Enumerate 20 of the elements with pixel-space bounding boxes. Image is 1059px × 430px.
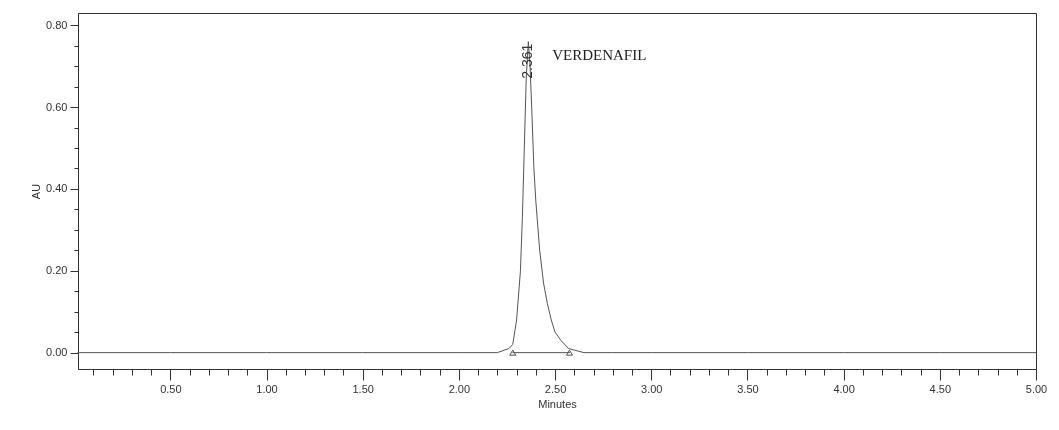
x-tick-label: 1.00 <box>256 382 278 395</box>
y-tick-label: 0.00 <box>46 346 68 359</box>
x-tick-label: 4.50 <box>929 382 952 395</box>
y-tick-label: 0.80 <box>46 18 68 31</box>
y-tick-label: 0.40 <box>46 182 68 195</box>
x-tick-label: 2.50 <box>544 382 567 395</box>
x-tick-label: 3.00 <box>641 382 663 395</box>
x-tick-label: 3.50 <box>737 382 759 395</box>
y-axis-title: AU <box>30 183 43 200</box>
x-tick-label: 4.00 <box>833 382 855 395</box>
y-tick-label: 0.60 <box>46 100 68 113</box>
annotation: VERDENAFIL <box>552 47 647 64</box>
line-series <box>77 41 1037 354</box>
x-tick-label: 0.50 <box>160 382 182 395</box>
annotation: 2.361 <box>519 43 536 79</box>
x-tick-label: 2.00 <box>448 382 471 395</box>
y-tick-label: 0.20 <box>46 264 68 277</box>
x-tick-label: 5.00 <box>1025 382 1048 395</box>
x-axis-title: Minutes <box>538 397 578 410</box>
x-tick-label: 1.50 <box>352 382 374 395</box>
